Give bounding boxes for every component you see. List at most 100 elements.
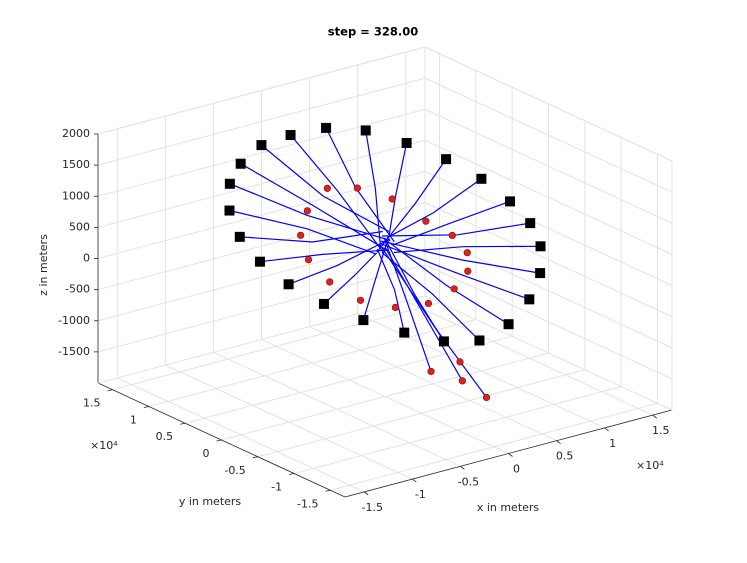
grid-line [112, 302, 440, 391]
agent-marker [427, 367, 435, 376]
trajectory [229, 209, 377, 255]
x-multiplier: ×10⁴ [636, 459, 664, 472]
y-tick [143, 406, 149, 408]
x-tick [460, 465, 465, 470]
z-tick-label: 500 [69, 220, 90, 233]
grid-line [257, 369, 585, 458]
trajectory [393, 245, 541, 254]
agent-marker [422, 217, 430, 225]
grid-line [424, 264, 673, 380]
trajectory [365, 130, 382, 250]
target-marker [321, 122, 332, 133]
agent-marker [450, 285, 458, 293]
target-marker [224, 205, 235, 216]
agent-marker [303, 207, 311, 215]
grid-line [424, 202, 673, 318]
trajectory [388, 142, 408, 236]
x-tick-label: -1 [415, 488, 426, 501]
y-tick-label: 1.5 [83, 397, 101, 410]
trajectory [381, 252, 480, 341]
z-tick-label: 1500 [62, 158, 90, 171]
trajectory [323, 252, 378, 305]
x-tick [508, 453, 513, 457]
grid-line [424, 139, 673, 255]
target-marker [524, 294, 535, 305]
trajectory [290, 134, 384, 254]
y-tick [252, 456, 258, 459]
trajectory [386, 178, 482, 239]
target-marker [474, 335, 485, 346]
target-marker [505, 196, 516, 207]
z-tick-label: 2000 [62, 127, 90, 140]
y-tick-label: 0.5 [156, 430, 174, 443]
target-marker [476, 173, 487, 184]
trajectory [384, 246, 463, 382]
x-tick [604, 427, 609, 432]
trajectory [376, 248, 405, 333]
y-tick [289, 473, 295, 475]
trajectory [392, 200, 511, 246]
agent-marker [458, 377, 466, 385]
y-tick [107, 389, 113, 392]
z-tick-label: -1500 [58, 345, 90, 358]
grid-line [97, 108, 426, 197]
grid-line [424, 171, 673, 286]
agent-marker [464, 267, 472, 275]
chart-title: step = 328.00 [328, 25, 418, 39]
grid-line [97, 264, 426, 353]
box-line [424, 46, 673, 162]
x-tick [652, 414, 658, 419]
grid-line [221, 352, 549, 441]
x-tick [556, 440, 561, 445]
target-marker [441, 154, 452, 165]
agent-marker [326, 278, 334, 286]
agent-marker [323, 184, 331, 192]
box-line [424, 295, 673, 411]
x-tick-label: 1 [609, 437, 616, 450]
agent-marker [353, 184, 361, 192]
agent-marker [356, 296, 365, 304]
trajectory [380, 240, 541, 274]
x-tick-label: 1.5 [652, 424, 670, 437]
target-marker [235, 158, 246, 169]
target-marker [438, 336, 449, 347]
agent-marker [448, 231, 456, 240]
agent-marker [456, 358, 464, 366]
trajectory [380, 243, 530, 300]
target-marker [318, 298, 329, 309]
grid-line [185, 335, 513, 424]
target-marker [254, 256, 265, 267]
target-marker [525, 218, 536, 229]
trajectory [288, 238, 391, 285]
trajectory [229, 183, 391, 242]
grid-line [424, 77, 673, 193]
agent-marker [297, 231, 305, 239]
agent-marker [304, 256, 313, 264]
y-tick [325, 489, 331, 492]
y-tick [216, 439, 222, 442]
agent-marker [482, 393, 491, 402]
y-tick-label: 1 [130, 413, 137, 426]
x-tick-label: -0.5 [458, 475, 479, 488]
target-marker [503, 319, 514, 330]
y-tick-label: -1.5 [297, 497, 318, 510]
box-line [97, 46, 426, 135]
grid-line [97, 171, 426, 259]
y-tick [180, 422, 186, 425]
target-marker [285, 130, 296, 141]
target-marker [358, 315, 369, 326]
y-tick-label: -1 [271, 481, 282, 494]
x-tick [363, 491, 369, 496]
x-axis-label: x in meters [477, 501, 540, 514]
box-line [97, 295, 426, 384]
grid-line [97, 202, 426, 291]
agent-marker [388, 195, 396, 203]
trajectory [239, 230, 383, 243]
z-tick-label: -1000 [58, 314, 90, 327]
trajectory [240, 163, 387, 251]
target-marker [234, 231, 245, 242]
target-marker [535, 241, 546, 252]
grid-line [97, 139, 426, 228]
y-multiplier: ×10⁴ [90, 439, 118, 452]
x-tick-label: 0 [513, 463, 520, 476]
